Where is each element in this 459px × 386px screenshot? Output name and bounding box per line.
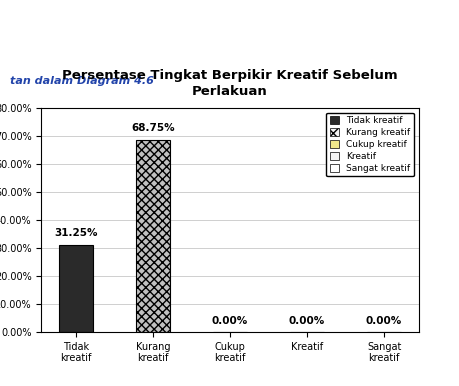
- Text: 0.00%: 0.00%: [365, 317, 401, 326]
- Text: Persentase Tingkat Berpikir Kreatif Sebelum
Perlakuan: Persentase Tingkat Berpikir Kreatif Sebe…: [62, 69, 397, 98]
- Text: 31.25%: 31.25%: [54, 227, 97, 237]
- Bar: [58, 244, 93, 332]
- Text: 0.00%: 0.00%: [212, 317, 247, 326]
- Text: tan dalam Diagram 4.6: tan dalam Diagram 4.6: [11, 76, 154, 86]
- Text: 0.00%: 0.00%: [288, 317, 325, 326]
- Text: 68.75%: 68.75%: [131, 123, 174, 132]
- Bar: [0, 43, 459, 70]
- Legend: Tidak kreatif, Kurang kreatif, Cukup kreatif, Kreatif, Sangat kreatif: Tidak kreatif, Kurang kreatif, Cukup kre…: [326, 113, 413, 176]
- Bar: [161, 0, 216, 119]
- Bar: [135, 140, 170, 332]
